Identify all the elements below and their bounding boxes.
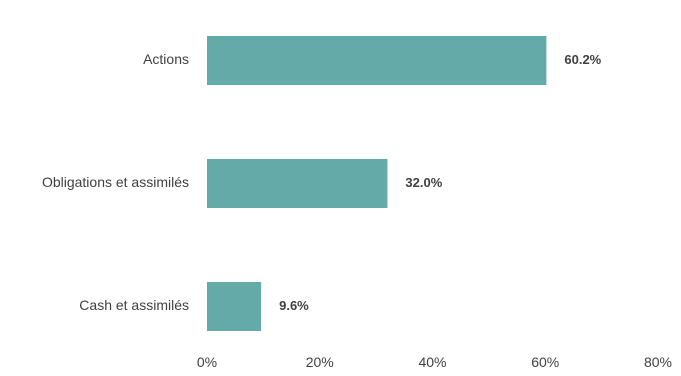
data-label: 60.2% — [564, 52, 601, 67]
x-tick-label: 40% — [418, 354, 446, 370]
category-labels: Actions Obligations et assimilés Cash et a… — [42, 51, 189, 313]
bar-3 — [207, 282, 262, 331]
category-label: Actions — [143, 51, 189, 67]
data-label: 32.0% — [405, 175, 442, 190]
bar-1 — [207, 36, 547, 85]
category-label: Cash et assimilés — [79, 297, 189, 313]
x-tick-label: 0% — [197, 354, 217, 370]
bar-2 — [207, 159, 388, 208]
x-axis-tick-labels: 0% 20% 40% 60% 80% — [197, 354, 672, 370]
x-tick-label: 60% — [531, 354, 559, 370]
x-tick-label: 80% — [644, 354, 672, 370]
x-tick-label: 20% — [306, 354, 334, 370]
data-labels: 60.2% 32.0% 9.6% — [279, 52, 602, 313]
data-label: 9.6% — [279, 298, 309, 313]
category-label: Obligations et assimilés — [42, 174, 189, 190]
bars-layer — [207, 36, 547, 331]
